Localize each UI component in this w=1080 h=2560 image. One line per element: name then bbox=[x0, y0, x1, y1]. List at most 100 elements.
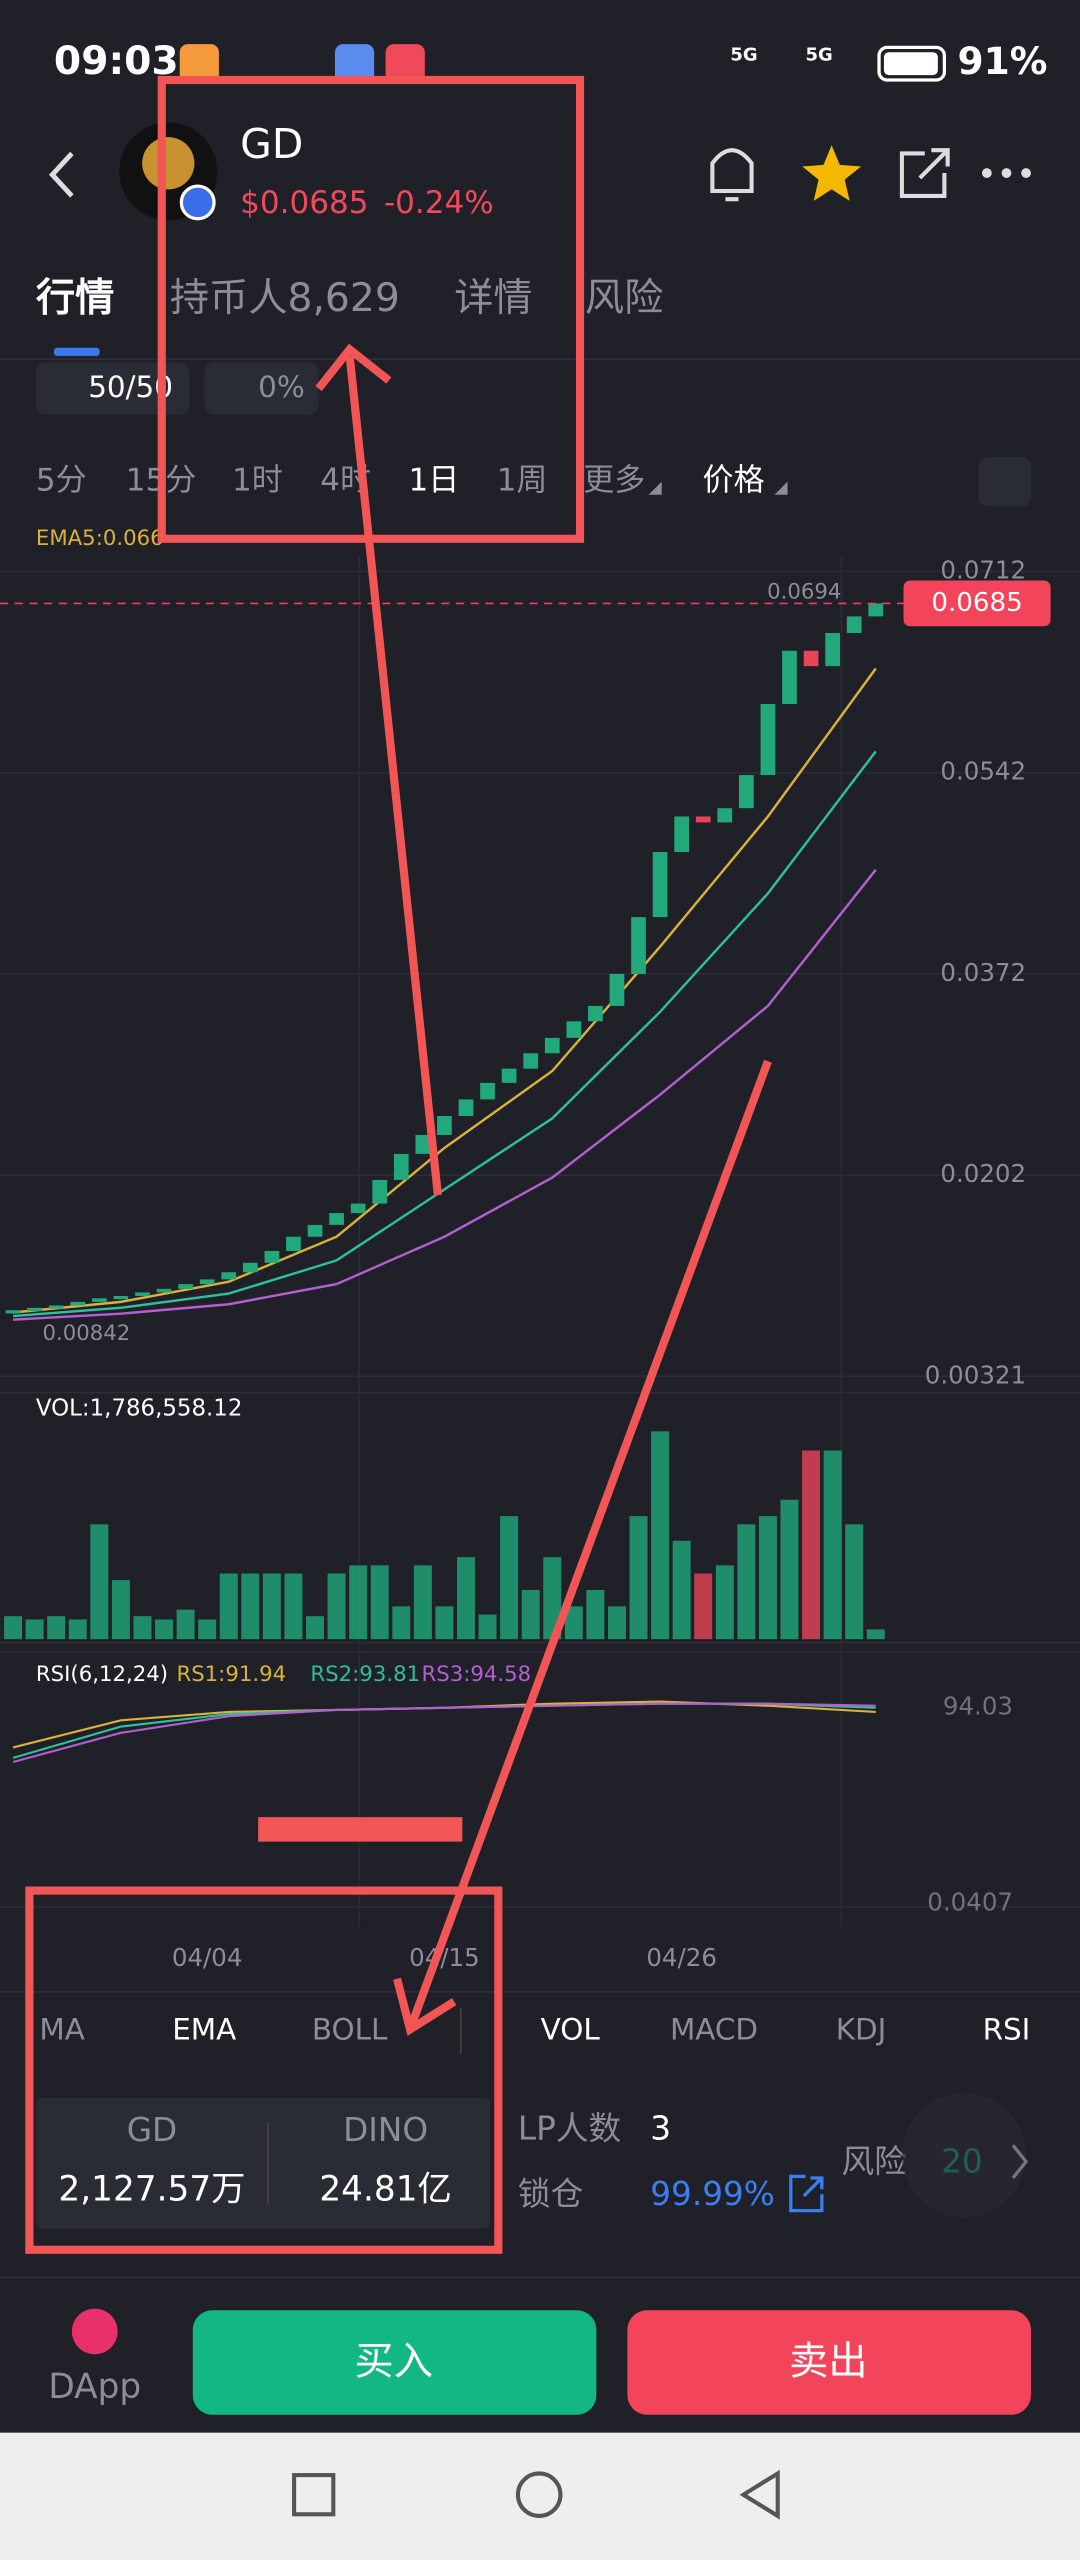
nav-recents[interactable] bbox=[292, 2473, 336, 2517]
volume-bar bbox=[306, 1616, 324, 1640]
candle bbox=[868, 603, 884, 617]
battery bbox=[877, 45, 947, 82]
y-tick-label: 0.0712 bbox=[940, 555, 1026, 584]
indicator-tab[interactable]: MA bbox=[39, 2013, 84, 2047]
annotation bbox=[25, 75, 772, 2254]
badge bbox=[204, 362, 319, 415]
nav-home[interactable] bbox=[515, 2471, 563, 2518]
interval[interactable]: 1时 bbox=[232, 463, 283, 499]
candle bbox=[242, 1262, 258, 1273]
battery-level bbox=[883, 52, 938, 76]
buy-label[interactable]: 买入 bbox=[355, 2340, 433, 2385]
volume-bar bbox=[241, 1573, 260, 1640]
share-button[interactable] bbox=[899, 148, 950, 198]
indicator-tab[interactable]: MACD bbox=[670, 2013, 758, 2047]
candle bbox=[91, 1298, 107, 1302]
pool-amount: 2,127.57万 bbox=[58, 2170, 245, 2210]
nav-back[interactable] bbox=[739, 2469, 780, 2520]
buy-button[interactable] bbox=[192, 2310, 597, 2415]
token-change: -0.24% bbox=[384, 185, 494, 221]
candle bbox=[264, 1250, 280, 1263]
nav-bar bbox=[0, 2432, 1080, 2560]
volume-bar bbox=[845, 1524, 864, 1640]
indicator-tab[interactable]: VOL bbox=[541, 2013, 601, 2047]
indicator-tab[interactable]: RSI bbox=[983, 2013, 1031, 2047]
bell-button[interactable] bbox=[710, 148, 754, 202]
candle bbox=[782, 650, 797, 705]
lock-label: 锁仓 bbox=[518, 2175, 583, 2213]
rsi-tick-label: 0.0407 bbox=[927, 1888, 1013, 1917]
interval[interactable]: 1周 bbox=[497, 463, 548, 499]
lp-label: LP人数 bbox=[518, 2110, 621, 2148]
token-price: $0.0685 bbox=[240, 185, 368, 221]
volume-bar bbox=[370, 1565, 389, 1640]
candle bbox=[5, 1310, 21, 1314]
dapp-icon[interactable] bbox=[71, 2308, 118, 2355]
volume-bar bbox=[133, 1616, 152, 1640]
candle bbox=[652, 852, 668, 918]
favorite-button[interactable] bbox=[802, 145, 862, 201]
tab[interactable]: 风险 bbox=[585, 276, 663, 321]
chain-badge bbox=[179, 184, 216, 221]
volume-bar bbox=[672, 1540, 691, 1640]
dropdown-caret bbox=[648, 481, 662, 495]
interval[interactable]: 价格 bbox=[703, 463, 765, 499]
candle bbox=[329, 1213, 344, 1225]
candle bbox=[221, 1272, 237, 1280]
candle bbox=[458, 1099, 474, 1116]
x-tick-label: 04/15 bbox=[409, 1943, 480, 1972]
sell-button[interactable] bbox=[627, 2310, 1031, 2415]
volume-bar bbox=[521, 1589, 540, 1640]
candle bbox=[695, 816, 711, 823]
current-price-tag bbox=[903, 580, 1051, 627]
indicator-tab[interactable]: EMA bbox=[172, 2013, 236, 2047]
risk-arrow[interactable] bbox=[1011, 2144, 1029, 2179]
candle bbox=[286, 1236, 301, 1251]
lock-value: 99.99% bbox=[650, 2175, 775, 2213]
candle bbox=[717, 808, 733, 823]
indicator-tab[interactable]: KDJ bbox=[836, 2013, 887, 2047]
external-link[interactable] bbox=[789, 2174, 824, 2213]
tab[interactable]: 详情 bbox=[454, 276, 532, 321]
scroll-top[interactable] bbox=[901, 2093, 1027, 2218]
interval[interactable]: 5分 bbox=[36, 463, 87, 499]
y-tick-label: 0.0372 bbox=[940, 958, 1026, 987]
volume-bar bbox=[68, 1619, 87, 1640]
volume-bar bbox=[564, 1606, 583, 1640]
annotation bbox=[258, 1817, 463, 1842]
battery-text: 91% bbox=[957, 39, 1047, 83]
indicator-bar: MA EMA BOLL VOL MACD KDJ RSI bbox=[39, 2013, 1030, 2047]
x-tick-label: 04/26 bbox=[646, 1943, 717, 1972]
interval[interactable]: 更多 bbox=[583, 463, 645, 499]
more-button[interactable] bbox=[981, 168, 1031, 178]
candle bbox=[631, 917, 646, 974]
sell-label[interactable]: 卖出 bbox=[789, 2340, 867, 2385]
rsi-label: RSI(6,12,24) bbox=[36, 1662, 168, 1687]
volume-bar bbox=[262, 1573, 281, 1640]
dropdown-caret bbox=[774, 481, 788, 495]
chart-settings[interactable] bbox=[978, 457, 1031, 507]
candle bbox=[113, 1295, 129, 1300]
candle bbox=[674, 816, 690, 853]
volume-bar bbox=[349, 1565, 368, 1640]
volume-bar bbox=[176, 1609, 195, 1640]
low-label: 0.00842 bbox=[42, 1321, 130, 1346]
volume-bar bbox=[651, 1431, 670, 1640]
interval[interactable]: 1日 bbox=[408, 463, 459, 499]
candle bbox=[437, 1115, 452, 1135]
volume-bar bbox=[47, 1616, 66, 1640]
dapp-label[interactable]: DApp bbox=[48, 2367, 141, 2407]
indicator-tab[interactable]: BOLL bbox=[312, 2013, 388, 2047]
volume-bar bbox=[478, 1614, 497, 1640]
back-button[interactable] bbox=[48, 151, 74, 198]
tab[interactable]: 持币人8,629 bbox=[170, 276, 400, 321]
volume-bar bbox=[586, 1589, 605, 1640]
candle bbox=[544, 1037, 560, 1054]
candle bbox=[27, 1307, 42, 1312]
token-symbol: GD bbox=[240, 120, 303, 168]
network-label: 5G bbox=[730, 45, 757, 66]
tab[interactable]: 行情 bbox=[36, 276, 114, 321]
candle bbox=[415, 1134, 431, 1154]
candle bbox=[609, 973, 625, 1006]
